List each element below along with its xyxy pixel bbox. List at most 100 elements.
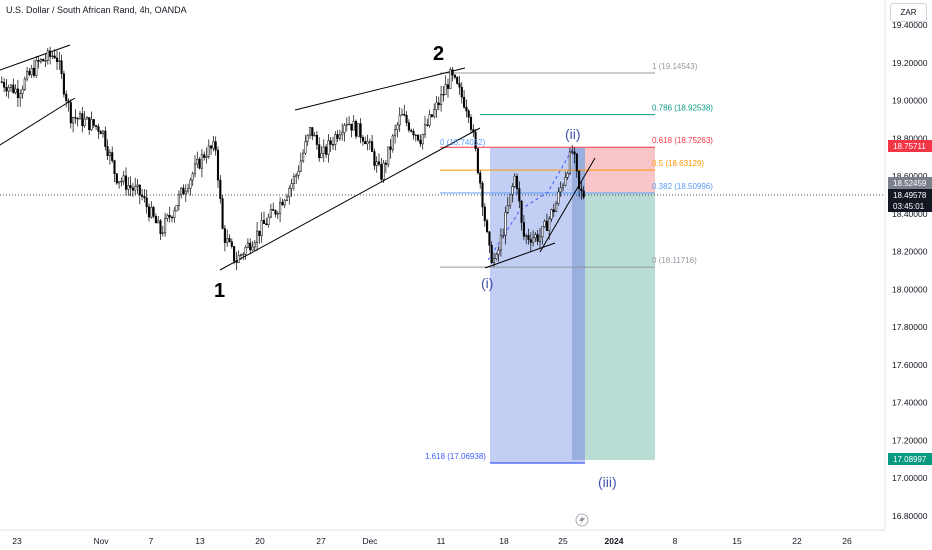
candle-body [504, 212, 507, 236]
candle-body [315, 134, 318, 145]
time-tick-label: 25 [558, 536, 568, 546]
candle-body [568, 151, 571, 174]
wave-label-i: (i) [481, 275, 493, 291]
price-tick-label: 19.20000 [892, 58, 928, 68]
candle-body [295, 175, 298, 177]
candle-body [267, 216, 270, 226]
price-axis[interactable]: 19.40000 19.20000 19.00000 18.80000 18.60000… [892, 20, 928, 521]
candle-body [161, 232, 164, 234]
currency-button[interactable]: ZAR [890, 3, 927, 22]
candle-body [118, 181, 121, 184]
lightning-icon[interactable] [575, 513, 589, 527]
candle-body [242, 253, 245, 256]
candle-body [311, 127, 314, 137]
candle-body [318, 144, 321, 158]
candle-body [299, 160, 302, 172]
candle-body [32, 67, 36, 76]
candle-body [189, 179, 192, 189]
candle-body [159, 220, 162, 234]
candle-body [233, 246, 236, 262]
candle-body [198, 158, 201, 169]
current-price-label: 18.49578 [893, 191, 927, 200]
blue-box-overlap [572, 148, 585, 460]
candle-body [166, 214, 169, 219]
candle-body [272, 209, 275, 211]
candle-body [304, 141, 307, 154]
candle-body [51, 55, 54, 57]
candle-body [283, 199, 286, 206]
candle-body [380, 164, 383, 180]
candle-body [329, 140, 332, 145]
candle-body [113, 160, 116, 174]
candle-body [423, 124, 427, 135]
candle-body [354, 121, 358, 137]
candle-body [16, 88, 19, 98]
candle-body [419, 139, 422, 145]
candle-body [184, 190, 187, 195]
candle-body [522, 222, 525, 237]
candle-body [21, 89, 24, 94]
candle-body [207, 145, 210, 157]
time-tick-label: Nov [93, 536, 109, 546]
candle-body [69, 102, 72, 124]
candle-body [527, 235, 530, 240]
candle-body [85, 117, 88, 120]
candle-body [53, 55, 56, 59]
time-axis[interactable]: 23 Nov 7 13 20 27 Dec 11 18 25 2024 8 15 22 26 [12, 536, 852, 546]
time-tick-label: 15 [732, 536, 742, 546]
candle-body [72, 117, 75, 124]
candle-body [375, 161, 378, 166]
candle-body [39, 59, 42, 62]
time-tick-label: 2024 [605, 536, 624, 546]
candle-body [433, 109, 436, 117]
candle-body [555, 203, 558, 213]
candle-body [502, 235, 505, 237]
candle-body [302, 152, 305, 162]
candle-body [65, 93, 68, 102]
time-tick-label: 13 [195, 536, 205, 546]
candle-body [389, 146, 392, 150]
candle-body [134, 186, 137, 191]
fib-level-label: 0.382 (18.50996) [652, 182, 713, 191]
candle-body [421, 134, 424, 145]
candle-body [490, 245, 493, 263]
candle-body [313, 134, 316, 137]
candle-body [578, 170, 581, 190]
price-tick-label: 18.40000 [892, 209, 928, 219]
candle-body [371, 141, 374, 152]
candle-body [46, 50, 49, 61]
candle-body [26, 70, 29, 80]
candle-body [196, 158, 199, 165]
candle-body [62, 73, 65, 95]
blue-projection-box [490, 148, 585, 463]
candle-body [99, 131, 102, 135]
candle-body [55, 57, 59, 63]
candle-body [492, 258, 496, 263]
candle-body [331, 144, 335, 146]
candle-body [12, 84, 15, 93]
candle-body [580, 188, 583, 192]
candle-body [237, 255, 240, 263]
candle-body [534, 234, 537, 239]
candle-body [173, 210, 176, 219]
candle-body [253, 242, 256, 248]
candle-body [182, 187, 185, 195]
channel-line-upper-left [0, 44, 71, 71]
fibonacci-levels: 1 (19.14543) 0.786 (18.92538) 0.618 (18.75… [440, 62, 713, 268]
time-tick-label: 8 [673, 536, 678, 546]
candle-body [37, 60, 40, 62]
candle-body [343, 124, 346, 133]
candle-body [446, 84, 450, 89]
candle-body [193, 163, 197, 175]
candle-body [104, 130, 107, 147]
candle-body [506, 205, 509, 213]
candle-body [127, 185, 130, 190]
candle-body [28, 70, 31, 75]
time-tick-label: 20 [255, 536, 265, 546]
candle-body [212, 141, 215, 149]
candle-body [442, 94, 445, 96]
candle-body [529, 239, 532, 243]
candle-body [352, 121, 355, 131]
price-tick-label: 17.00000 [892, 473, 928, 483]
